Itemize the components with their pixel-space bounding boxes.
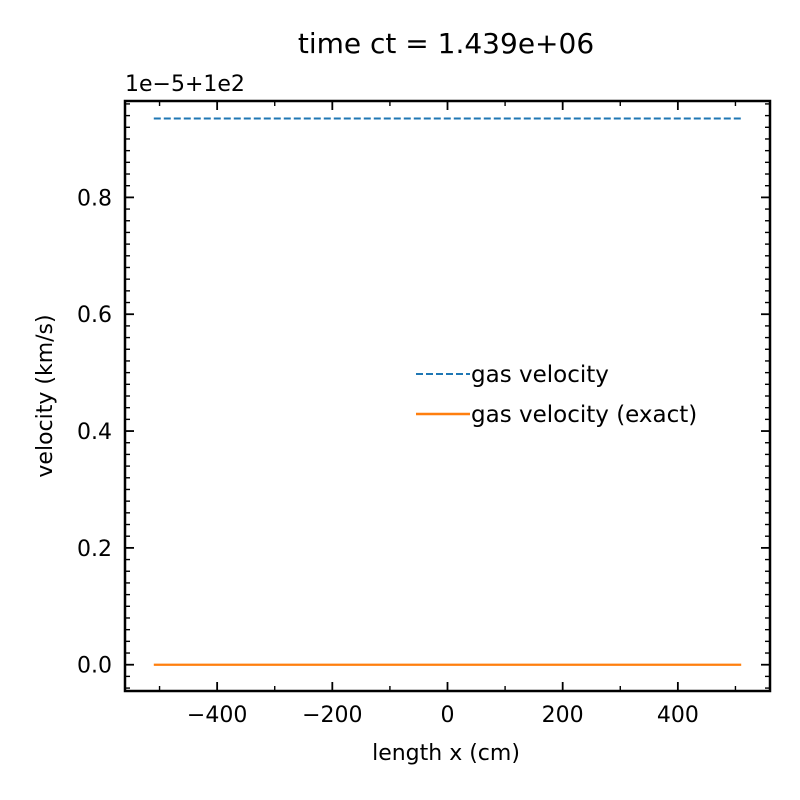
y-tick-label: 0.8 — [77, 186, 112, 211]
legend-label-gas-velocity: gas velocity — [471, 362, 609, 388]
x-tick-label: 400 — [657, 703, 699, 728]
x-tick-label: 0 — [441, 703, 455, 728]
legend-label-gas-velocity-exact: gas velocity (exact) — [471, 402, 697, 428]
legend: gas velocity gas velocity (exact) — [416, 362, 697, 428]
plot-lines — [153, 117, 742, 666]
chart-title: time ct = 1.439e+06 — [298, 27, 594, 60]
x-tick-label: −200 — [302, 703, 362, 728]
y-tick-label: 0.0 — [77, 654, 112, 679]
y-tick-label: 0.6 — [77, 303, 112, 328]
x-axis-label: length x (cm) — [372, 741, 520, 766]
y-tick-label: 0.2 — [77, 537, 112, 562]
plot-frame — [123, 99, 772, 693]
x-tick-label: −400 — [187, 703, 247, 728]
axis-ticks: −400 −200 0 200 400 0.0 0.2 0.4 0.6 0.8 — [77, 101, 770, 728]
y-axis-label: velocity (km/s) — [33, 314, 58, 477]
y-tick-label: 0.4 — [77, 420, 112, 445]
x-tick-label: 200 — [542, 703, 584, 728]
y-axis-offset-label: 1e−5+1e2 — [125, 72, 245, 97]
